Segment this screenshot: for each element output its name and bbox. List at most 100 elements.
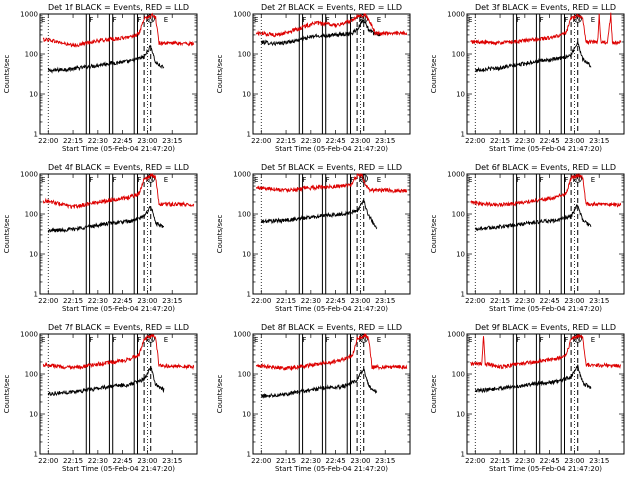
x-axis-label: Start Time (05-Feb-04 21:47:20)	[62, 145, 175, 153]
marker-label: F	[137, 16, 141, 24]
marker-label: E	[468, 176, 472, 184]
x-tick-label: 23:15	[589, 297, 609, 305]
x-tick-label: 23:00	[350, 457, 370, 465]
y-tick-label: 100	[452, 371, 465, 379]
events-series-line	[475, 204, 592, 232]
marker-label: F	[146, 16, 150, 24]
marker-label: F	[573, 336, 577, 344]
x-tick-label: 23:15	[162, 137, 182, 145]
y-axis-label: Counts/sec	[3, 55, 11, 94]
x-tick-label: 23:00	[564, 457, 584, 465]
marker-label: F	[146, 176, 150, 184]
marker-label: F	[326, 16, 330, 24]
x-tick-label: 22:15	[63, 297, 83, 305]
marker-label: N	[575, 175, 580, 183]
marker-label: F	[564, 176, 568, 184]
panel-2: Det 2f BLACK = Events, RED = LLD Counts/s…	[216, 3, 411, 153]
lld-series-line	[255, 13, 408, 38]
x-tick-label: 22:15	[276, 137, 296, 145]
marker-label: F	[564, 336, 568, 344]
x-tick-label: 23:15	[375, 457, 395, 465]
marker-label: F	[540, 16, 544, 24]
x-axis-label: Start Time (05-Feb-04 21:47:20)	[275, 145, 388, 153]
lld-series-line	[470, 12, 622, 46]
marker-label: F	[113, 16, 117, 24]
x-tick-label: 22:00	[251, 137, 271, 145]
y-tick-label: 10	[29, 251, 38, 259]
x-tick-label: 22:15	[276, 457, 296, 465]
plot-frame	[466, 13, 625, 135]
x-tick-label: 23:00	[564, 137, 584, 145]
y-tick-label: 1000	[447, 171, 465, 179]
marker-label: F	[302, 176, 306, 184]
y-tick-label: 1	[461, 131, 465, 139]
x-tick-label: 22:30	[515, 297, 535, 305]
events-series-line	[47, 205, 164, 234]
x-tick-label: 22:30	[515, 137, 535, 145]
y-tick-label: 100	[25, 371, 38, 379]
marker-label: E	[254, 336, 258, 344]
marker-label: F	[540, 176, 544, 184]
x-axis-label: Start Time (05-Feb-04 21:47:20)	[62, 305, 175, 313]
x-tick-label: 22:45	[113, 297, 133, 305]
x-tick-label: 23:15	[162, 297, 182, 305]
x-axis-label: Start Time (05-Feb-04 21:47:20)	[489, 305, 602, 313]
lld-series-line	[42, 172, 195, 210]
marker-label: N	[148, 15, 153, 23]
y-axis-label: Counts/sec	[216, 215, 224, 254]
y-tick-label: 10	[242, 251, 251, 259]
marker-label: F	[359, 16, 363, 24]
events-series-line	[260, 368, 378, 399]
marker-label: F	[302, 16, 306, 24]
lld-series-line	[470, 172, 622, 208]
x-axis-label: Start Time (05-Feb-04 21:47:20)	[275, 305, 388, 313]
x-tick-label: 22:00	[38, 297, 58, 305]
marker-label: N	[148, 175, 153, 183]
x-tick-label: 22:30	[301, 457, 321, 465]
y-tick-label: 100	[452, 211, 465, 219]
events-series-line	[47, 44, 165, 74]
marker-label: E	[164, 336, 168, 344]
marker-label: F	[359, 176, 363, 184]
marker-label: N	[361, 335, 366, 343]
marker-label: E	[591, 16, 595, 24]
marker-label: F	[113, 176, 117, 184]
y-tick-label: 1000	[233, 331, 251, 339]
y-tick-label: 1000	[447, 331, 465, 339]
y-tick-label: 10	[242, 411, 251, 419]
panel-title: Det 3f BLACK = Events, RED = LLD	[475, 3, 616, 12]
x-tick-label: 22:30	[88, 137, 108, 145]
panel-title: Det 2f BLACK = Events, RED = LLD	[261, 3, 402, 12]
marker-label: F	[146, 336, 150, 344]
x-tick-label: 23:15	[375, 297, 395, 305]
y-tick-label: 100	[25, 211, 38, 219]
x-tick-label: 23:15	[162, 457, 182, 465]
x-tick-label: 22:30	[515, 457, 535, 465]
x-tick-label: 22:45	[540, 137, 560, 145]
x-tick-label: 22:45	[540, 457, 560, 465]
panel-title: Det 8f BLACK = Events, RED = LLD	[261, 323, 402, 332]
events-series-line	[260, 199, 378, 230]
panel-5: Det 5f BLACK = Events, RED = LLD Counts/s…	[216, 163, 411, 313]
x-tick-label: 22:45	[113, 457, 133, 465]
x-tick-label: 22:45	[326, 457, 346, 465]
panel-7: Det 7f BLACK = Events, RED = LLD Counts/s…	[3, 323, 198, 473]
marker-label: E	[41, 336, 45, 344]
marker-label: E	[164, 16, 168, 24]
marker-label: E	[377, 336, 381, 344]
marker-label: E	[468, 16, 472, 24]
y-tick-label: 1	[247, 291, 251, 299]
y-axis-label: Counts/sec	[430, 55, 438, 94]
y-tick-label: 1	[247, 131, 251, 139]
y-axis-label: Counts/sec	[216, 375, 224, 414]
marker-label: F	[137, 336, 141, 344]
marker-label: F	[89, 16, 93, 24]
marker-label: E	[591, 336, 595, 344]
y-tick-label: 10	[29, 411, 38, 419]
y-axis-label: Counts/sec	[216, 55, 224, 94]
x-tick-label: 22:30	[88, 457, 108, 465]
lld-series-line	[255, 333, 408, 371]
panel-1: Det 1f BLACK = Events, RED = LLD Counts/s…	[3, 3, 198, 153]
x-tick-label: 22:00	[251, 457, 271, 465]
